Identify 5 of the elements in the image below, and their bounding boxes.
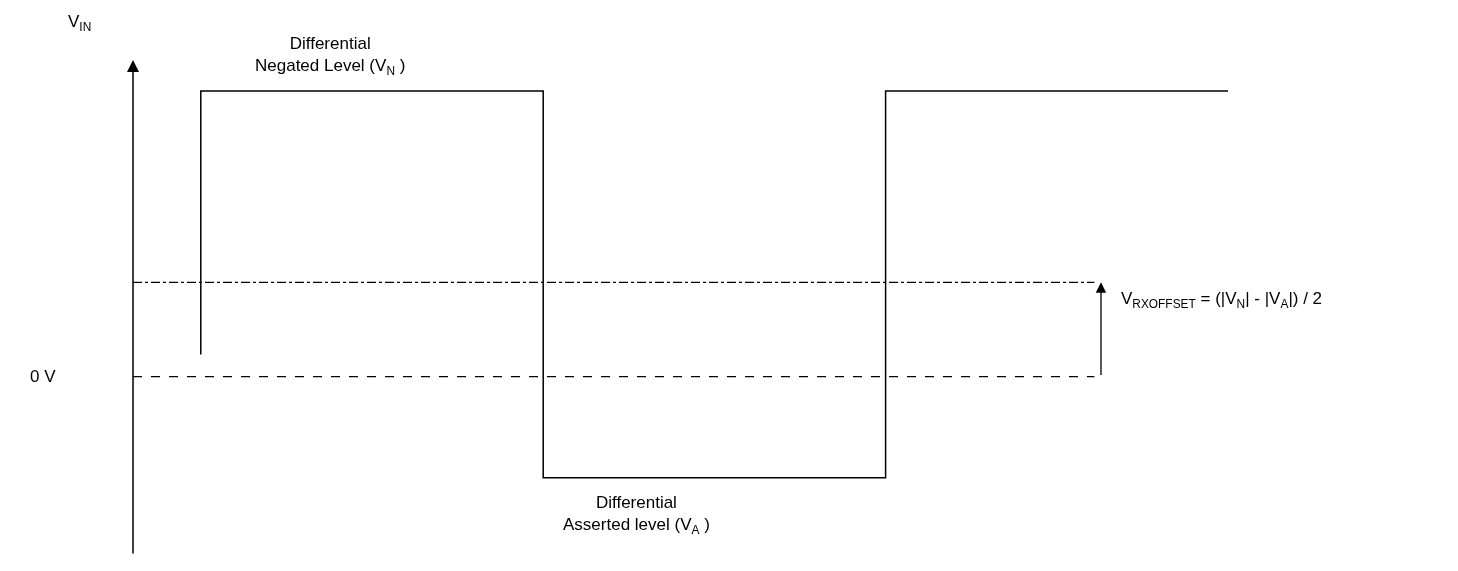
- annotation: V$_{RXOFFSET}$ = (|V$_{N}$| - |V$_{A}$|) / 2: [1121, 289, 1323, 311]
- text: Differential Negated Level (V$_{N}$ ): [255, 34, 406, 78]
- y-axis-title: V$_{IN}$: [68, 12, 92, 34]
- ref-line-label: 0 V: [30, 367, 57, 386]
- text: Differential Asserted level (V$_{A}$ ): [563, 493, 710, 537]
